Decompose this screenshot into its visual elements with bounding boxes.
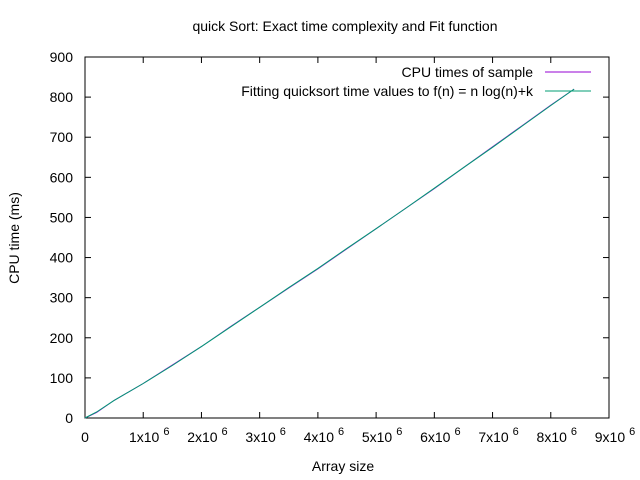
y-tick-label: 0 (65, 410, 73, 426)
legend-label-1: CPU times of sample (402, 64, 534, 80)
y-tick-label: 400 (50, 250, 74, 266)
x-tick-label: 8x10 6 (537, 426, 577, 445)
x-tick-label: 5x10 6 (362, 426, 402, 445)
y-tick-label: 500 (50, 209, 74, 225)
x-tick-label: 9x10 6 (595, 426, 635, 445)
x-tick-label: 7x10 6 (478, 426, 518, 445)
y-tick-label: 200 (50, 330, 74, 346)
series-layer (84, 88, 575, 419)
legend: CPU times of sample Fitting quicksort tim… (241, 64, 591, 99)
legend-label-2: Fitting quicksort time values to f(n) = … (241, 83, 534, 99)
y-axis: 0 100 200 300 400 500 600 700 800 900 (50, 49, 609, 426)
plot-border (84, 56, 610, 419)
x-tick-label: 2x10 6 (187, 426, 227, 445)
x-tick-label: 0 (81, 429, 89, 445)
x-tick-label: 1x10 6 (129, 426, 169, 445)
y-tick-label: 900 (50, 49, 74, 65)
y-axis-label: CPU time (ms) (6, 192, 22, 284)
series-line-2 (84, 88, 575, 419)
y-tick-label: 600 (50, 169, 74, 185)
x-axis-label: Array size (312, 458, 374, 474)
x-tick-label: 6x10 6 (420, 426, 460, 445)
plot-area (84, 56, 610, 419)
y-tick-label: 300 (50, 290, 74, 306)
series-line-1 (84, 88, 575, 419)
y-tick-label: 700 (50, 129, 74, 145)
y-tick-label: 100 (50, 370, 74, 386)
chart-title: quick Sort: Exact time complexity and Fi… (192, 18, 497, 34)
y-tick-label: 800 (50, 89, 74, 105)
x-tick-label: 4x10 6 (304, 426, 344, 445)
x-tick-label: 3x10 6 (245, 426, 285, 445)
x-axis: 0 1x10 6 2x10 6 3x10 6 4x10 6 5x10 6 6x10 6 7x10 6 8x10… (81, 57, 635, 445)
